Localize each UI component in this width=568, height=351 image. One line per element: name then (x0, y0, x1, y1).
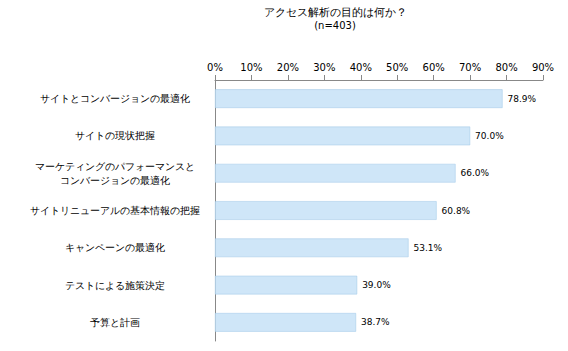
svg-text:40%: 40% (350, 62, 372, 73)
svg-text:0%: 0% (207, 62, 223, 73)
svg-text:50%: 50% (386, 62, 408, 73)
svg-text:サイトとコンバージョンの最適化: サイトとコンバージョンの最適化 (40, 93, 190, 104)
svg-text:53.1%: 53.1% (414, 243, 443, 253)
svg-text:60%: 60% (423, 62, 445, 73)
svg-text:90%: 90% (532, 62, 554, 73)
svg-text:テストによる施策決定: テストによる施策決定 (65, 280, 165, 291)
svg-text:60.8%: 60.8% (442, 206, 471, 216)
svg-text:70.0%: 70.0% (475, 131, 504, 141)
svg-text:78.9%: 78.9% (508, 94, 537, 104)
svg-text:サイトリニューアルの基本情報の把握: サイトリニューアルの基本情報の把握 (30, 205, 200, 216)
svg-text:80%: 80% (495, 62, 517, 73)
svg-text:サイトの現状把握: サイトの現状把握 (75, 130, 155, 141)
svg-text:マーケティングのパフォーマンスと: マーケティングのパフォーマンスと (35, 161, 195, 172)
svg-text:30%: 30% (313, 62, 335, 73)
svg-text:20%: 20% (277, 62, 299, 73)
svg-text:コンバージョンの最適化: コンバージョンの最適化 (60, 175, 170, 186)
svg-text:(n=403): (n=403) (314, 20, 356, 31)
svg-text:70%: 70% (459, 62, 481, 73)
svg-text:66.0%: 66.0% (461, 168, 490, 178)
svg-text:10%: 10% (240, 62, 262, 73)
svg-text:38.7%: 38.7% (361, 317, 390, 327)
svg-text:キャンペーンの最適化: キャンペーンの最適化 (65, 242, 165, 253)
svg-text:39.0%: 39.0% (362, 280, 391, 290)
svg-text:予算と計画: 予算と計画 (90, 317, 140, 328)
svg-text:アクセス解析の目的は何か？: アクセス解析の目的は何か？ (264, 6, 407, 19)
